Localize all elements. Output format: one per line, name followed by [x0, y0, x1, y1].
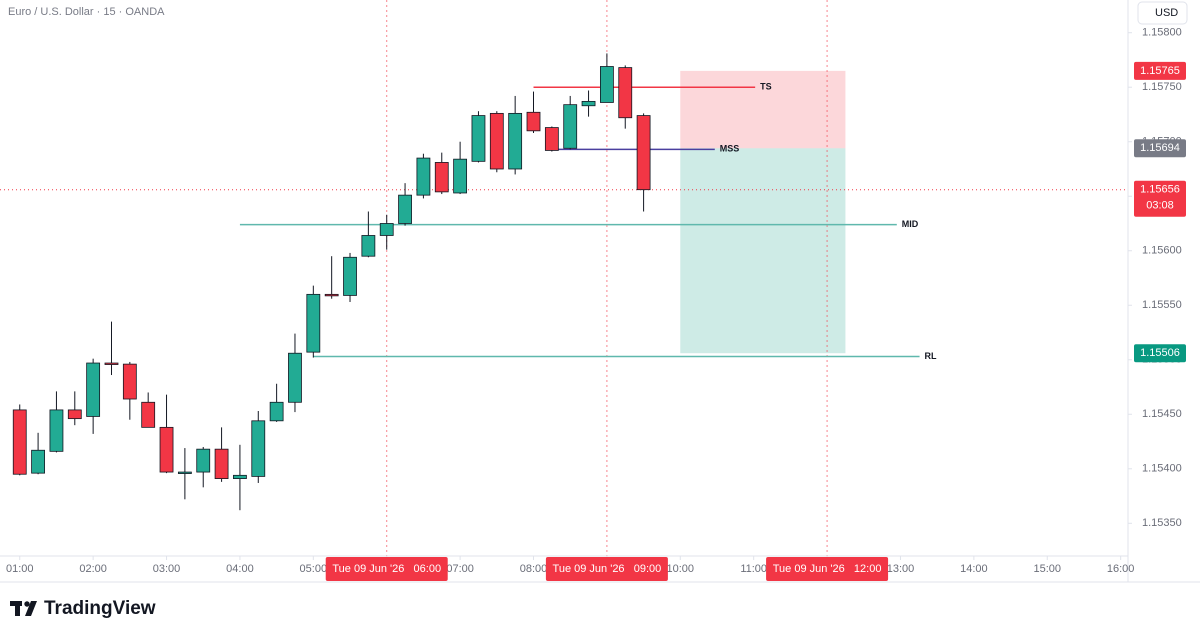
level-label: MSS	[720, 144, 740, 154]
level-label: MID	[902, 219, 919, 229]
price-tag	[1134, 139, 1186, 158]
target-zone	[680, 148, 846, 354]
candle-body	[67, 409, 82, 420]
currency-button[interactable]	[1137, 1, 1188, 25]
x-tick-label: 16:00	[1107, 563, 1135, 575]
candle-body	[306, 293, 321, 353]
chart-title: Euro / U.S. Dollar · 15 · OANDA	[8, 6, 165, 18]
price-tag-label: 1.15656	[1140, 184, 1180, 196]
candle-body	[416, 157, 431, 196]
y-tick-label: 1.15600	[1142, 245, 1182, 257]
candle-body	[214, 448, 229, 479]
candle-body	[508, 112, 523, 170]
price-tag	[1134, 61, 1186, 80]
candle-body	[581, 100, 596, 107]
candle-body	[141, 401, 156, 428]
date-tag	[766, 557, 889, 581]
candle-body	[434, 162, 449, 193]
candle-body	[471, 115, 486, 162]
price-tag-label: 1.15694	[1140, 142, 1180, 154]
x-tick-label: 03:00	[153, 563, 181, 575]
y-tick-label: 1.15350	[1142, 517, 1182, 529]
y-tick-label: 1.15550	[1142, 299, 1182, 311]
candle-body	[563, 104, 578, 149]
date-tag	[325, 557, 448, 581]
candle-body	[122, 363, 137, 400]
y-tick-label: 1.15800	[1142, 27, 1182, 39]
candle-body	[12, 409, 27, 475]
candle-body	[86, 362, 101, 417]
candle-body	[343, 256, 357, 296]
candle-body	[251, 420, 266, 477]
candle-body	[31, 449, 45, 474]
price-tag-label: 1.15506	[1140, 347, 1180, 359]
candle-body	[636, 115, 651, 191]
date-tag-label: Tue 09 Jun '26 06:00	[332, 563, 441, 575]
candle-body	[453, 158, 468, 194]
candle-body	[526, 111, 541, 132]
x-tick-label: 15:00	[1034, 563, 1062, 575]
candle-body	[233, 474, 247, 479]
price-tag-label: 1.15765	[1140, 65, 1180, 77]
price-tag	[1134, 180, 1186, 217]
candle-body	[618, 67, 633, 119]
x-tick-label: 04:00	[226, 563, 254, 575]
candle-body	[599, 66, 614, 103]
currency-label[interactable]: USD	[1155, 7, 1178, 19]
candle-body	[159, 426, 174, 473]
candle-body	[398, 194, 412, 224]
candle-body	[288, 352, 302, 403]
x-tick-label: 08:00	[520, 563, 548, 575]
candle-body	[379, 223, 394, 236]
y-tick-label: 1.15400	[1142, 463, 1182, 475]
x-tick-label: 07:00	[446, 563, 474, 575]
candle-body	[324, 293, 339, 297]
x-tick-label: 11:00	[740, 563, 767, 575]
stop-zone	[680, 70, 846, 149]
candle-body	[49, 409, 64, 452]
level-label: TS	[760, 82, 772, 92]
price-tag	[1134, 344, 1186, 363]
x-tick-label: 01:00	[6, 563, 34, 575]
date-tag	[545, 557, 668, 581]
candle-body	[361, 235, 376, 257]
candle-body	[544, 127, 559, 151]
date-tag-label: Tue 09 Jun '26 09:00	[553, 563, 662, 575]
candle-body	[269, 401, 284, 422]
y-tick-label: 1.15750	[1142, 81, 1182, 93]
candle-body	[196, 448, 211, 473]
level-label: RL	[925, 351, 937, 361]
brand-name: TradingView	[44, 598, 156, 619]
x-tick-label: 02:00	[79, 563, 107, 575]
countdown-label: 03:08	[1146, 200, 1174, 212]
x-tick-label: 05:00	[300, 563, 328, 575]
candle-body	[489, 112, 504, 170]
x-tick-label: 13:00	[887, 563, 915, 575]
candle-body	[177, 471, 192, 474]
plot-area: TS MSS MID RL	[0, 0, 1128, 556]
candle-body	[104, 362, 119, 365]
brand-logo	[10, 601, 37, 616]
date-tag-label: Tue 09 Jun '26 12:00	[773, 563, 882, 575]
x-tick-label: 14:00	[960, 563, 988, 575]
x-tick-label: 10:00	[667, 563, 695, 575]
y-tick-label: 1.15450	[1142, 408, 1182, 420]
